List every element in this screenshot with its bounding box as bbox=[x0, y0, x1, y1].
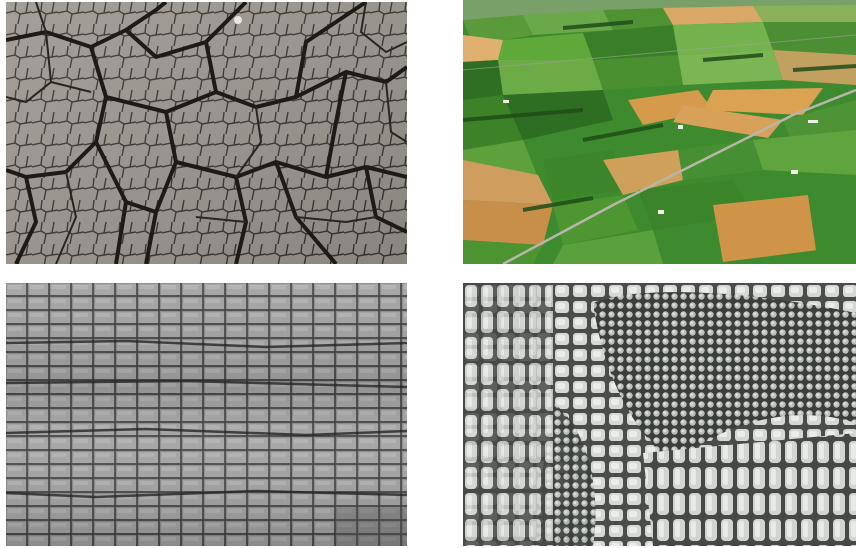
charred-wood-texture bbox=[6, 283, 407, 546]
cracked-mud-image bbox=[6, 2, 407, 264]
cracked-mud-texture bbox=[6, 2, 407, 264]
aerial-farmland-image bbox=[463, 0, 856, 264]
charred-wood-image bbox=[6, 283, 407, 546]
crocodile-skin-texture bbox=[463, 283, 856, 546]
farmland-fields bbox=[463, 0, 856, 264]
crocodile-skin-image bbox=[463, 283, 856, 546]
